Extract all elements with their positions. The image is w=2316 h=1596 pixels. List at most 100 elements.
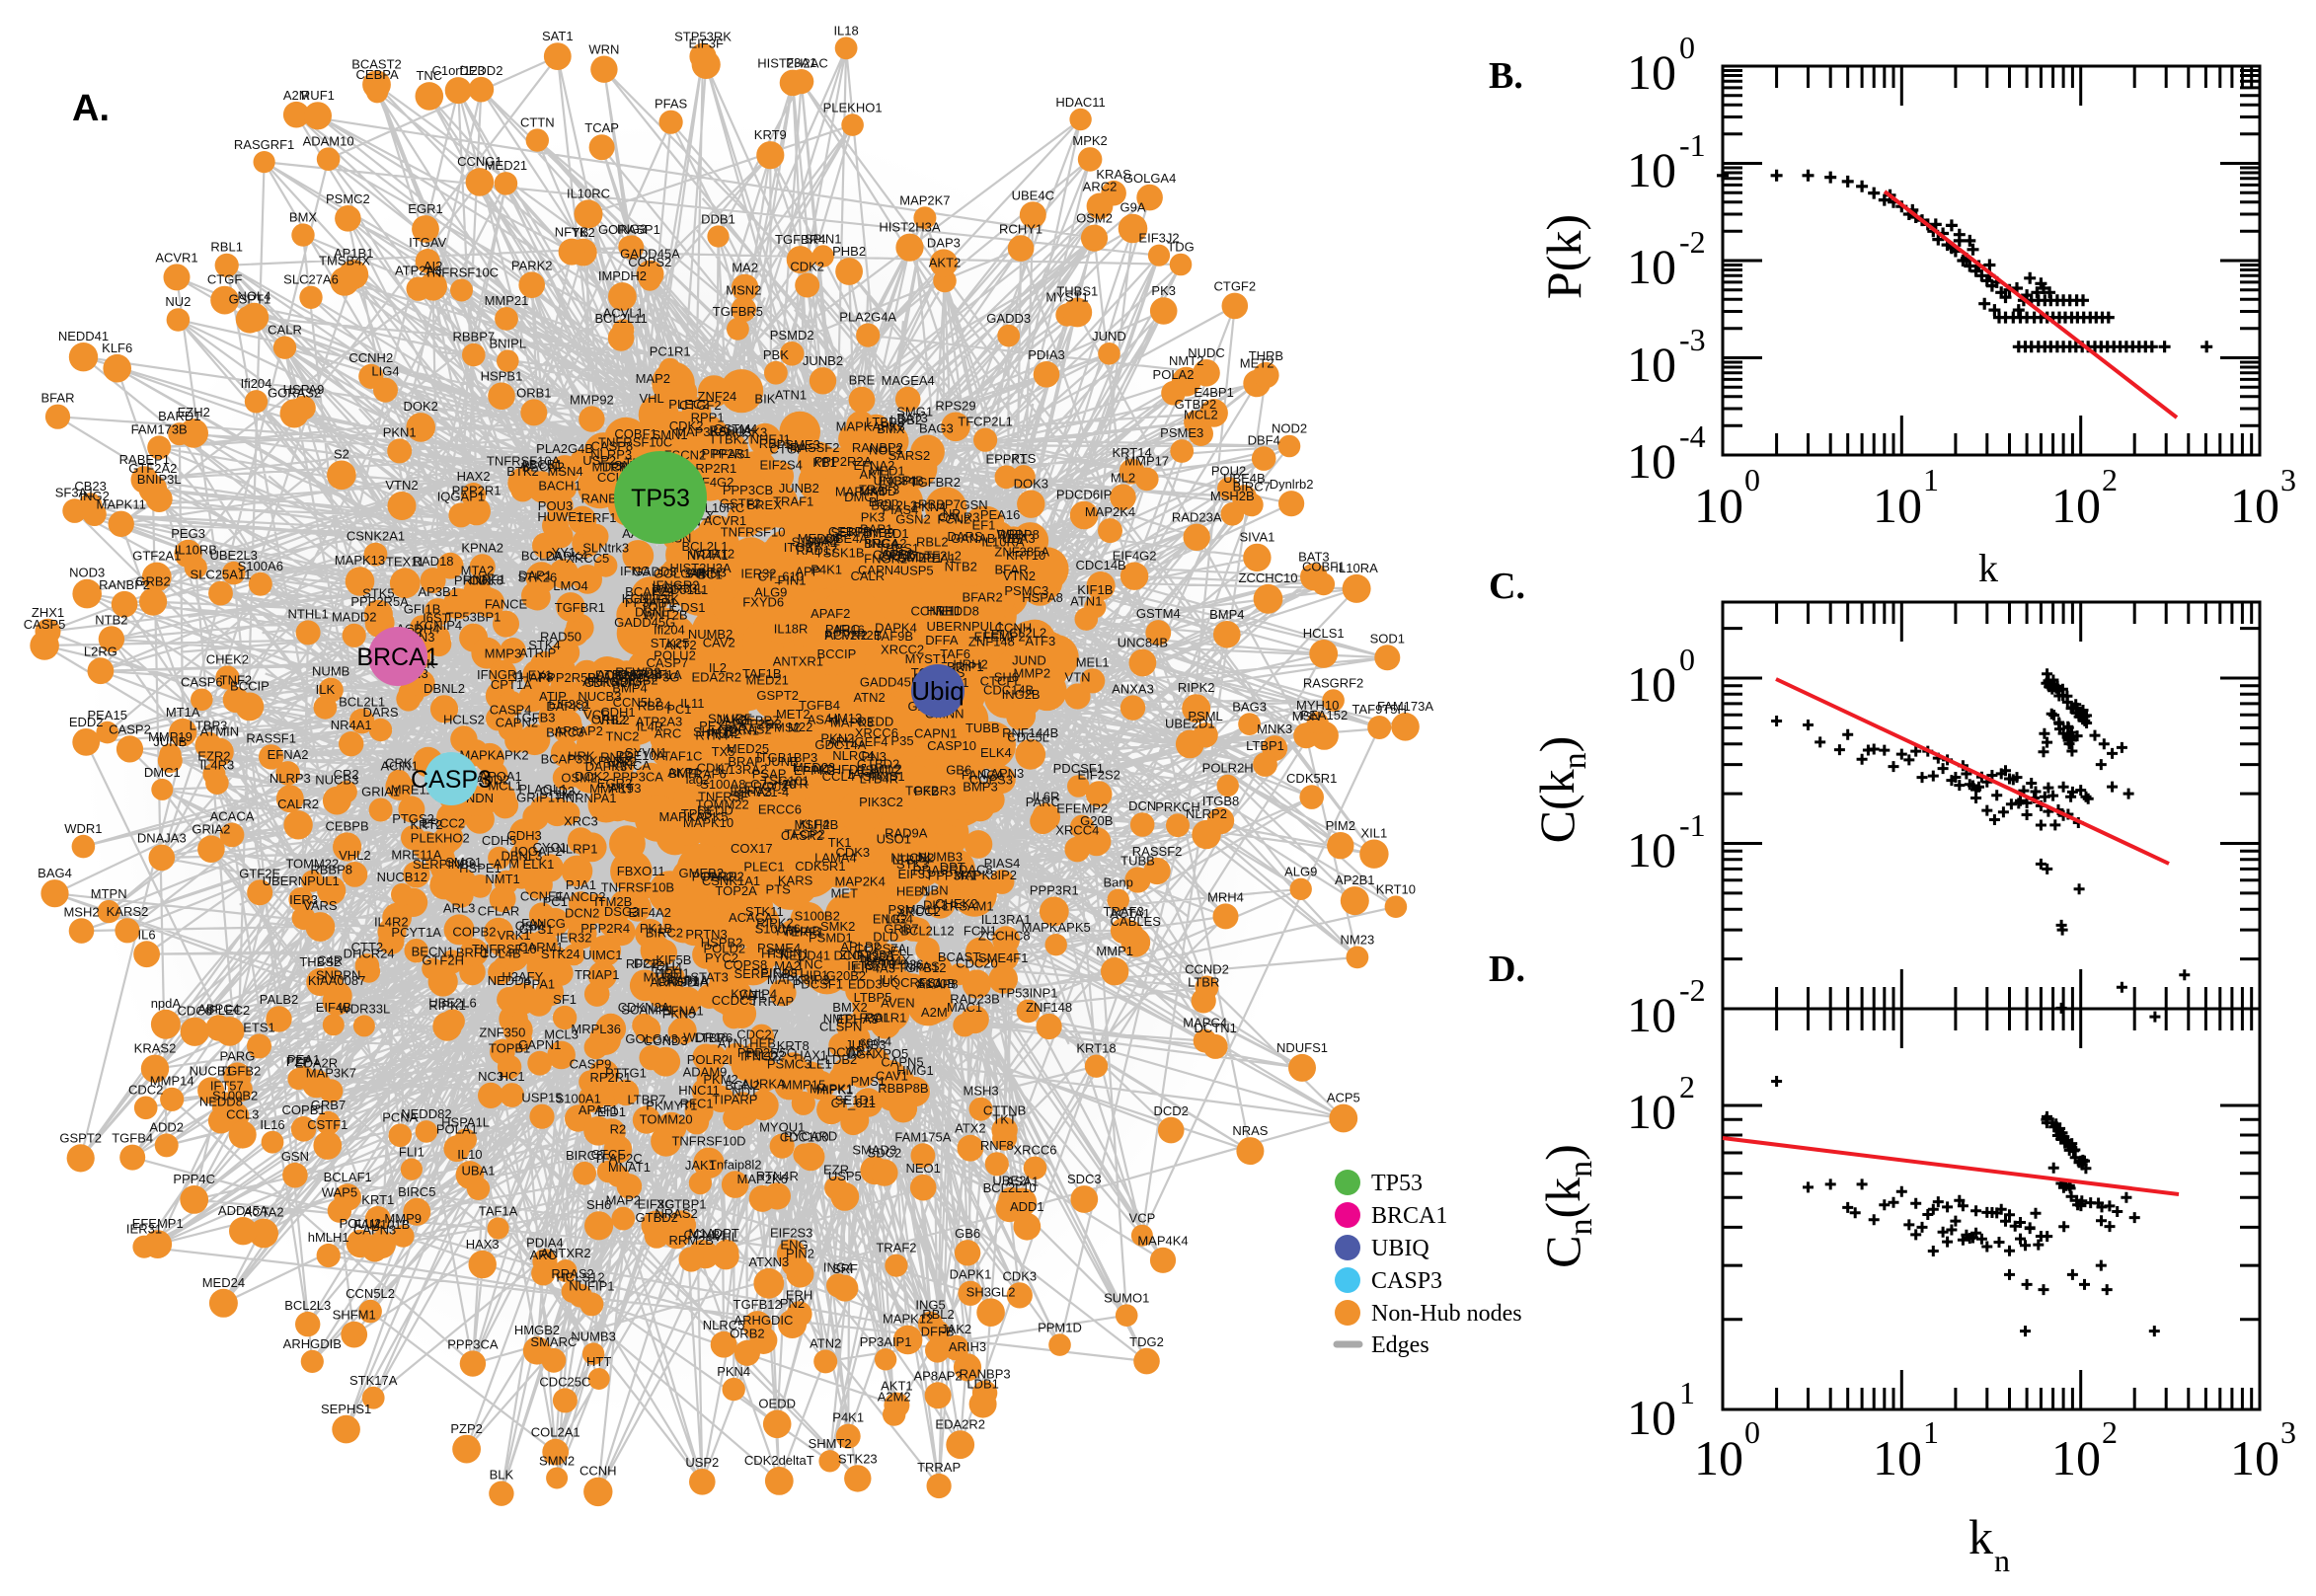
svg-text:ALG9: ALG9 — [754, 585, 787, 600]
svg-text:PYCARD: PYCARD — [784, 1129, 837, 1144]
svg-text:HMGB2: HMGB2 — [514, 1323, 560, 1337]
svg-text:MNK3: MNK3 — [1257, 722, 1292, 736]
svg-text:CAV2: CAV2 — [703, 636, 735, 650]
svg-text:SDC3: SDC3 — [1067, 1172, 1102, 1186]
svg-text:APAF1: APAF1 — [579, 1102, 618, 1117]
svg-text:SLC27A6: SLC27A6 — [283, 272, 339, 287]
svg-text:SPIN1: SPIN1 — [805, 231, 842, 246]
svg-text:-1: -1 — [1679, 807, 1706, 843]
svg-text:PSML: PSML — [1188, 709, 1222, 723]
svg-text:BAT3: BAT3 — [1298, 550, 1330, 565]
svg-text:NTB2: NTB2 — [95, 612, 127, 627]
svg-text:2: 2 — [2102, 462, 2118, 497]
svg-text:UBE2L6: UBE2L6 — [428, 995, 476, 1010]
svg-text:DCD2: DCD2 — [1153, 1103, 1188, 1118]
svg-text:NUMB3: NUMB3 — [571, 1329, 616, 1343]
svg-text:NLRP3: NLRP3 — [270, 771, 311, 786]
svg-text:NC3: NC3 — [478, 1069, 503, 1084]
svg-text:PTTG1: PTTG1 — [605, 1066, 647, 1081]
svg-text:EIF4A2: EIF4A2 — [629, 905, 671, 920]
svg-text:RASSF1: RASSF1 — [246, 730, 296, 745]
svg-text:P4K1: P4K1 — [832, 1410, 864, 1425]
svg-text:TAF1A: TAF1A — [479, 1203, 518, 1218]
svg-text:A.: A. — [72, 88, 110, 129]
svg-text:CDC14B: CDC14B — [1075, 558, 1125, 572]
svg-text:DCTN1: DCTN1 — [1195, 1021, 1237, 1035]
svg-text:-1: -1 — [1679, 127, 1706, 163]
svg-text:Banp: Banp — [1104, 875, 1133, 890]
svg-text:TRAF3: TRAF3 — [859, 482, 899, 496]
svg-text:CR2: CR2 — [334, 767, 359, 782]
svg-text:BAG4: BAG4 — [38, 866, 72, 880]
svg-text:MAP2: MAP2 — [636, 371, 670, 386]
svg-text:TP53: TP53 — [1371, 1171, 1423, 1196]
svg-text:PTGS2: PTGS2 — [392, 811, 434, 826]
svg-text:Non-Hub nodes: Non-Hub nodes — [1371, 1301, 1522, 1327]
svg-text:HUWE1: HUWE1 — [537, 509, 583, 524]
svg-text:PLA2G4A: PLA2G4A — [839, 310, 896, 325]
svg-text:GRB2: GRB2 — [135, 574, 170, 589]
svg-text:PTS: PTS — [766, 882, 792, 897]
svg-text:UBIQ: UBIQ — [1371, 1236, 1429, 1261]
svg-text:FAM175A: FAM175A — [894, 1129, 951, 1144]
svg-text:SCAMP1: SCAMP1 — [621, 1003, 673, 1018]
svg-text:DDB1: DDB1 — [701, 211, 735, 226]
svg-text:TGFB12: TGFB12 — [733, 1297, 782, 1312]
svg-text:GPS1: GPS1 — [519, 922, 554, 937]
svg-text:MYST1: MYST1 — [905, 651, 948, 666]
svg-text:AKT2: AKT2 — [929, 256, 962, 270]
svg-text:UBA1: UBA1 — [462, 1164, 496, 1178]
svg-text:MAP4K4: MAP4K4 — [1137, 1234, 1188, 1249]
svg-text:SIVA1: SIVA1 — [1239, 530, 1274, 545]
svg-text:WDR33L: WDR33L — [653, 581, 705, 596]
svg-text:RNF8: RNF8 — [980, 1138, 1014, 1153]
svg-text:JUNB: JUNB — [765, 754, 799, 769]
svg-text:TOMM20: TOMM20 — [640, 1112, 693, 1127]
svg-text:ITGAV: ITGAV — [409, 235, 446, 250]
svg-text:NUCB12: NUCB12 — [377, 870, 427, 884]
svg-text:TX5: TX5 — [712, 744, 735, 759]
svg-text:ACACA: ACACA — [729, 910, 773, 925]
svg-text:MAPK12: MAPK12 — [883, 1312, 933, 1327]
svg-text:SME4F1: SME4F1 — [978, 950, 1029, 965]
svg-text:FLI1: FLI1 — [399, 1145, 425, 1160]
svg-text:CTTN: CTTN — [520, 114, 555, 129]
svg-text:PSMD2: PSMD2 — [857, 763, 901, 778]
svg-text:-3: -3 — [1679, 322, 1706, 357]
svg-text:3: 3 — [2280, 462, 2296, 497]
svg-text:Cn(kn): Cn(kn) — [1535, 1144, 1599, 1268]
svg-text:KPNA2: KPNA2 — [461, 540, 503, 555]
svg-text:EIF3F: EIF3F — [688, 37, 723, 51]
svg-text:ATN1HEB: ATN1HEB — [718, 1036, 776, 1051]
svg-text:MMP9: MMP9 — [384, 1211, 422, 1226]
svg-text:TNF2: TNF2 — [220, 673, 253, 688]
svg-text:AP1B1: AP1B1 — [334, 246, 373, 261]
svg-text:CDK3: CDK3 — [835, 845, 870, 860]
svg-text:10: 10 — [2051, 478, 2101, 533]
svg-text:EIF2S4: EIF2S4 — [760, 458, 803, 473]
svg-text:ZCCHC10: ZCCHC10 — [1239, 570, 1298, 585]
svg-text:SDC2: SDC2 — [868, 1146, 902, 1161]
svg-text:KRT1: KRT1 — [361, 1192, 394, 1207]
svg-text:MAP2K7: MAP2K7 — [899, 192, 950, 207]
svg-text:AI2: AI2 — [424, 259, 443, 273]
svg-text:COX17: COX17 — [731, 841, 773, 856]
svg-text:G9A: G9A — [1119, 200, 1145, 215]
svg-text:GMEB2: GMEB2 — [679, 866, 725, 880]
svg-text:S100B2: S100B2 — [795, 908, 840, 923]
svg-text:SNRPN: SNRPN — [316, 968, 361, 983]
svg-text:LDB1: LDB1 — [966, 1377, 999, 1392]
svg-text:TGFB4: TGFB4 — [112, 1131, 153, 1146]
svg-text:10: 10 — [1627, 1390, 1676, 1445]
svg-text:IMPDH2: IMPDH2 — [598, 268, 647, 283]
svg-text:RASGRF2: RASGRF2 — [1303, 675, 1363, 690]
svg-text:ZNF350: ZNF350 — [479, 1026, 525, 1040]
svg-text:BCL2L10: BCL2L10 — [983, 1180, 1037, 1195]
svg-text:ARL3: ARL3 — [443, 900, 476, 915]
svg-text:THBS1: THBS1 — [878, 541, 919, 556]
svg-text:MAC1: MAC1 — [947, 1000, 982, 1015]
svg-text:CAPN2: CAPN2 — [496, 715, 538, 729]
svg-text:10: 10 — [1873, 478, 1922, 533]
svg-text:JUNB2: JUNB2 — [779, 481, 819, 495]
svg-text:ILK: ILK — [879, 972, 898, 987]
